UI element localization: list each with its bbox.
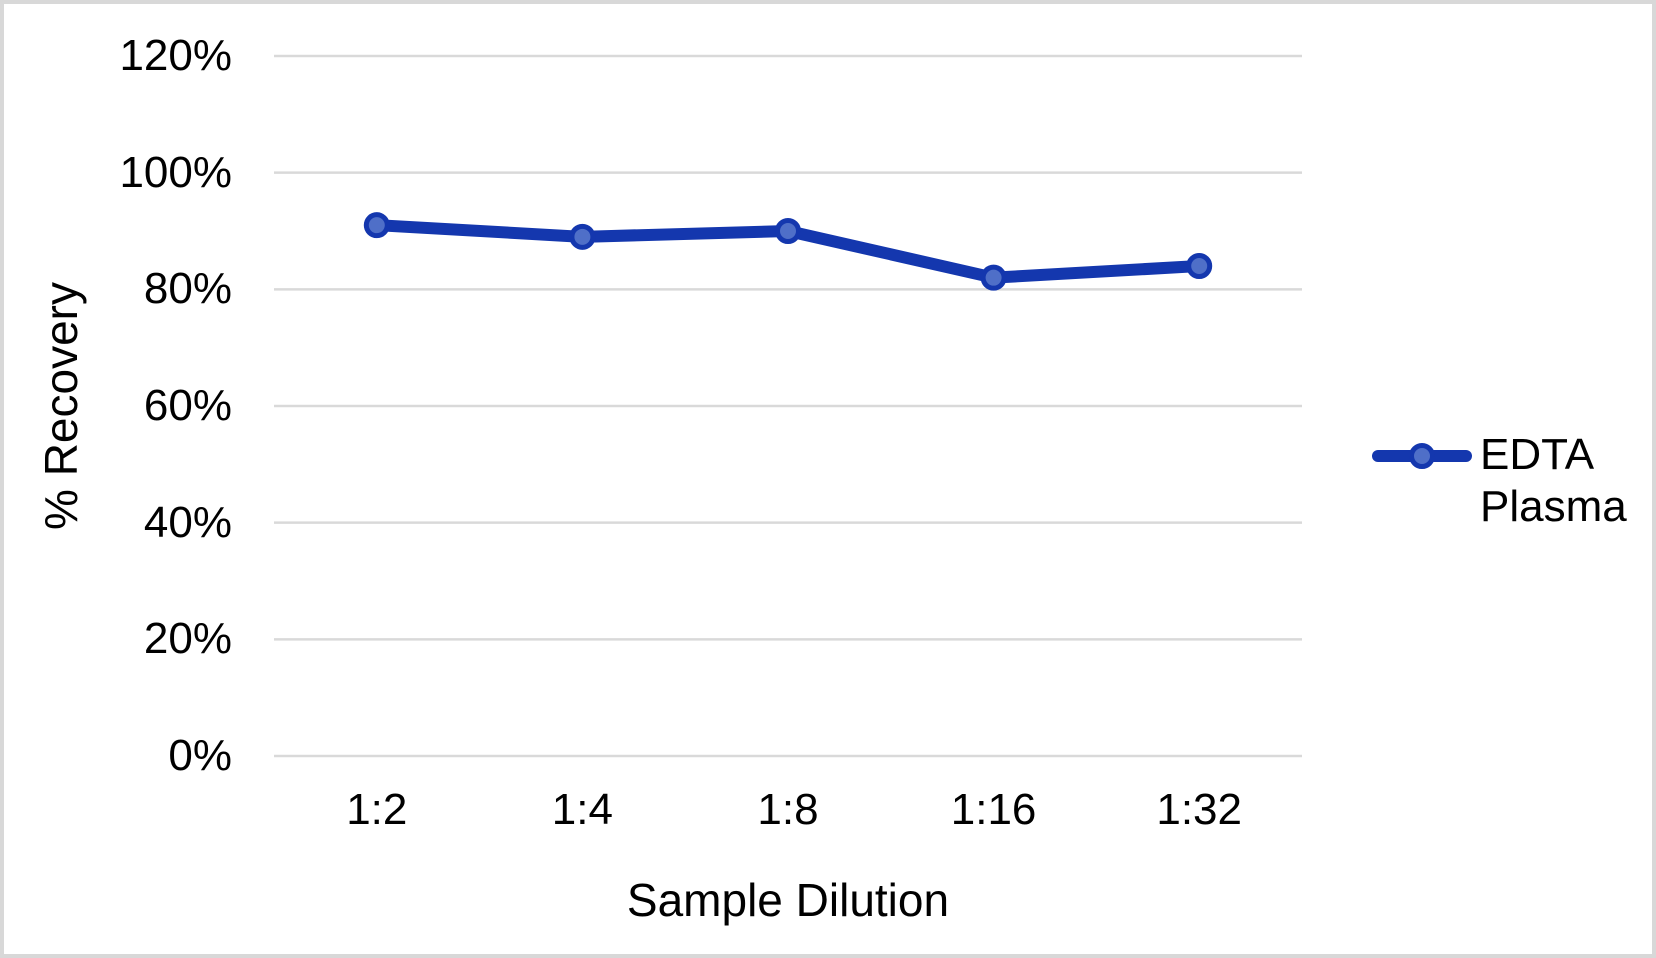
x-tick-label: 1:2: [346, 785, 408, 834]
y-tick-label: 120%: [119, 31, 232, 80]
y-tick-label: 80%: [143, 264, 232, 314]
data-point-marker: [363, 212, 390, 239]
legend: EDTA Plasma: [1370, 429, 1627, 533]
x-tick-label: 1:16: [950, 785, 1037, 834]
y-axis-title: % Recovery: [35, 282, 87, 530]
data-point-marker: [980, 264, 1007, 291]
data-point-marker: [569, 223, 596, 250]
data-point-marker: [775, 218, 801, 244]
data-point-marker: [1186, 253, 1213, 279]
x-axis-title: Sample Dilution: [626, 874, 950, 926]
legend-series-label: EDTA Plasma: [1480, 429, 1627, 533]
y-tick-label: 40%: [143, 497, 232, 547]
x-tick-label: 1:4: [551, 785, 613, 834]
y-tick-label: 0%: [168, 731, 232, 780]
legend-label-line2: Plasma: [1480, 482, 1627, 531]
x-tick-label: 1:8: [757, 785, 819, 834]
legend-series-marker-icon: [1372, 443, 1472, 469]
chart-plot-area: [274, 54, 1302, 758]
y-tick-label: 20%: [143, 614, 232, 664]
x-tick-label: 1:32: [1156, 785, 1242, 834]
y-tick-label: 60%: [143, 381, 232, 430]
legend-label-line1: EDTA: [1480, 430, 1595, 479]
y-tick-label: 100%: [119, 147, 232, 197]
